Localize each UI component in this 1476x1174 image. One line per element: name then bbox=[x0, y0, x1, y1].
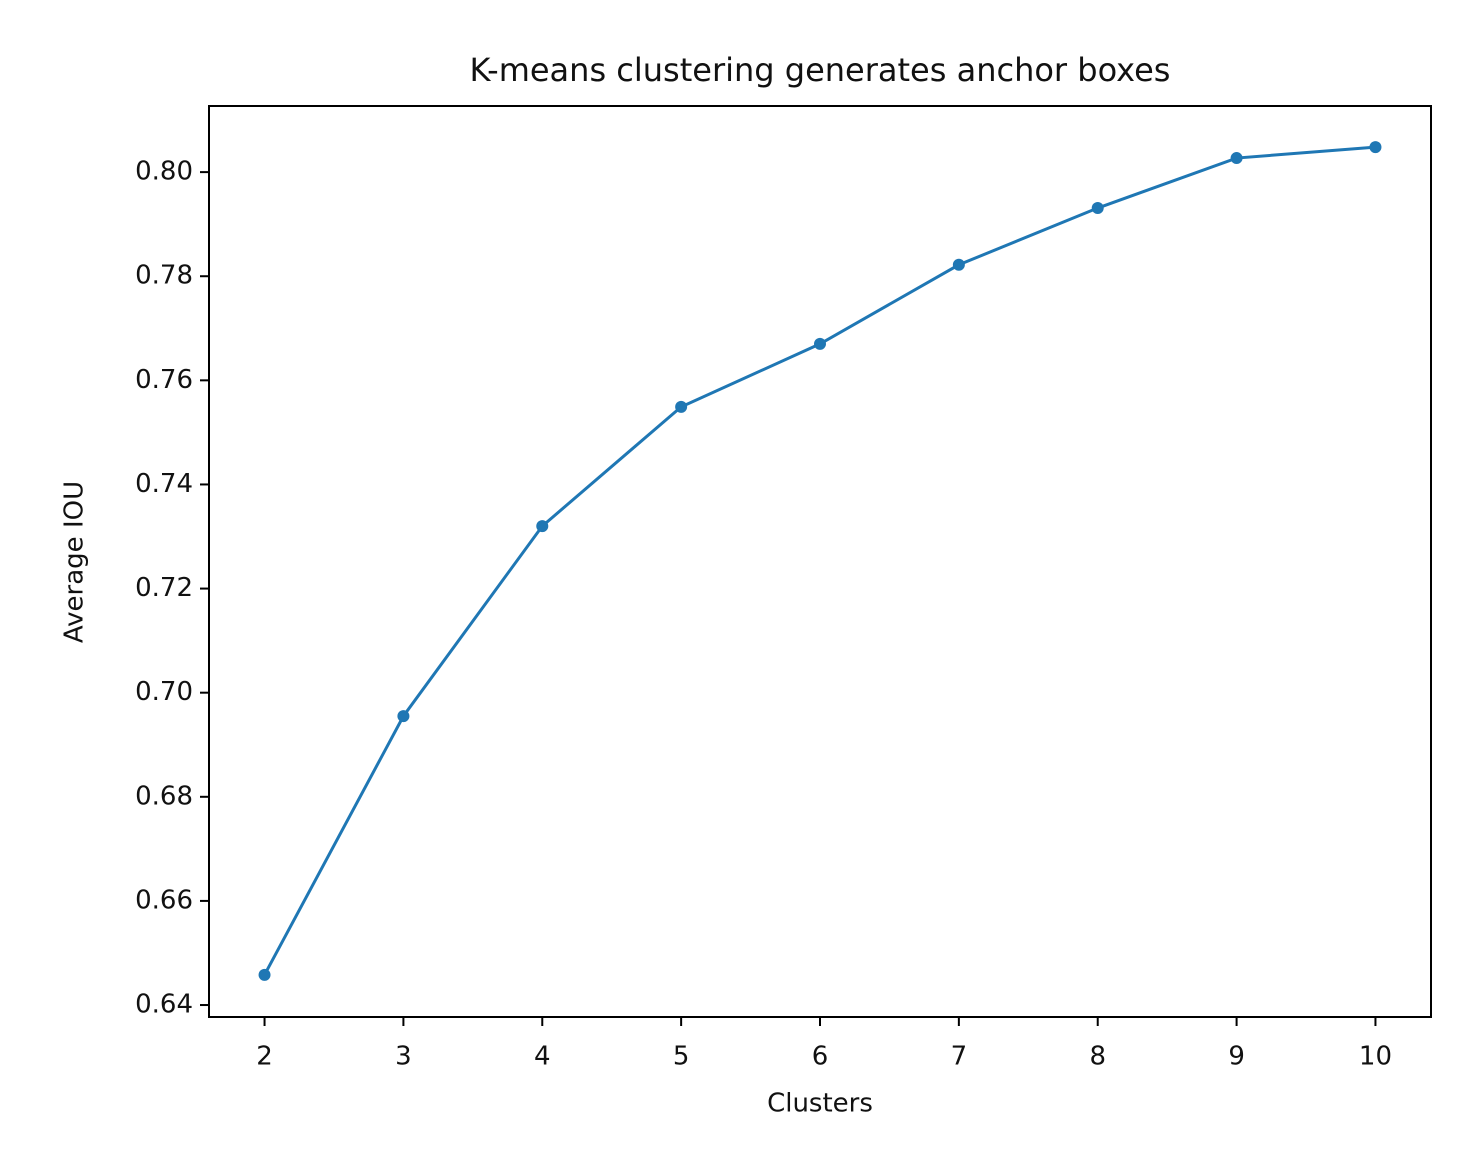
data-point bbox=[536, 520, 549, 533]
data-point bbox=[1091, 202, 1104, 215]
y-tick-label: 0.80 bbox=[135, 157, 193, 187]
data-point bbox=[952, 258, 965, 271]
y-tick-label: 0.72 bbox=[135, 573, 193, 603]
x-tick-label: 7 bbox=[951, 1042, 968, 1072]
y-tick-label: 0.76 bbox=[135, 365, 193, 395]
data-point bbox=[1230, 152, 1243, 165]
data-point bbox=[258, 968, 271, 981]
x-tick-label: 10 bbox=[1359, 1042, 1392, 1072]
data-point bbox=[814, 337, 826, 350]
y-tick-label: 0.70 bbox=[135, 677, 193, 707]
y-axis-label: Average IOU bbox=[60, 481, 90, 643]
y-tick-label: 0.66 bbox=[135, 885, 193, 915]
plot-frame bbox=[208, 105, 1432, 1018]
y-tick-label: 0.78 bbox=[135, 261, 193, 291]
y-tick-label: 0.68 bbox=[135, 781, 193, 811]
x-tick-label: 2 bbox=[256, 1042, 273, 1072]
x-tick-label: 6 bbox=[812, 1042, 829, 1072]
data-point bbox=[397, 710, 410, 723]
data-line bbox=[263, 145, 1376, 976]
x-tick-label: 4 bbox=[534, 1042, 551, 1072]
x-tick-label: 8 bbox=[1089, 1042, 1106, 1072]
x-tick-label: 5 bbox=[673, 1042, 690, 1072]
data-point bbox=[675, 400, 688, 413]
x-axis-label: Clusters bbox=[767, 1089, 873, 1119]
x-tick-label: 9 bbox=[1228, 1042, 1245, 1072]
x-tick-label: 3 bbox=[395, 1042, 412, 1072]
data-point bbox=[1369, 141, 1382, 154]
y-tick-label: 0.64 bbox=[135, 990, 193, 1020]
y-tick-label: 0.74 bbox=[135, 469, 193, 499]
chart-title: K-means clustering generates anchor boxe… bbox=[470, 51, 1171, 89]
